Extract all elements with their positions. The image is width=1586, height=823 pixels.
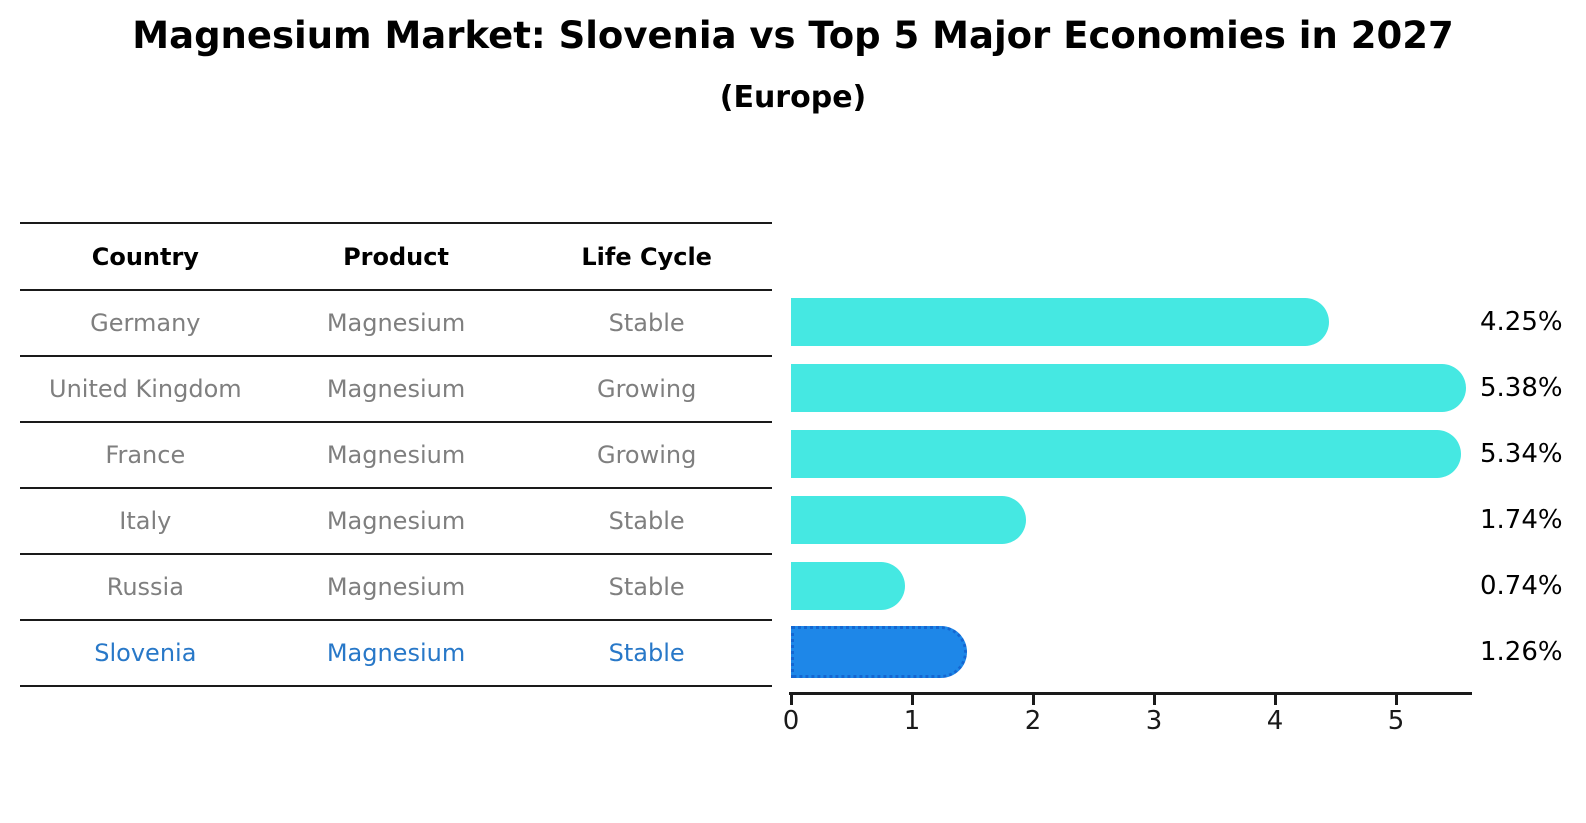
value-row: 5.34%	[1480, 421, 1580, 487]
country-cell: France	[105, 441, 186, 469]
table-row: Slovenia Magnesium Stable	[20, 621, 772, 687]
table-row: Germany Magnesium Stable	[20, 291, 772, 357]
highlight-bar-slovenia	[791, 626, 968, 678]
x-axis-tick-label: 1	[903, 706, 921, 736]
x-axis-tick-label: 4	[1266, 706, 1284, 736]
bar-france	[791, 430, 1462, 478]
country-cell: United Kingdom	[49, 375, 242, 403]
country-cell: Slovenia	[94, 639, 197, 667]
x-axis-tick	[910, 694, 914, 705]
x-axis-tick-label: 0	[782, 706, 800, 736]
product-cell: Magnesium	[326, 507, 466, 535]
life-cycle-cell: Stable	[608, 309, 685, 337]
bar-italy	[791, 496, 1026, 544]
value-row: 4.25%	[1480, 289, 1580, 355]
product-cell: Magnesium	[326, 309, 466, 337]
table-header-row: Country Product Life Cycle	[20, 224, 772, 291]
product-cell: Magnesium	[326, 375, 466, 403]
product-cell: Magnesium	[326, 573, 466, 601]
x-axis-tick	[1152, 694, 1156, 705]
table-row: United Kingdom Magnesium Growing	[20, 357, 772, 423]
country-cell: Italy	[119, 507, 172, 535]
value-row: 5.38%	[1480, 355, 1580, 421]
bar-row	[791, 619, 1474, 685]
x-axis-tick	[1031, 694, 1035, 705]
bar-row	[791, 421, 1474, 487]
value-row: 1.74%	[1480, 487, 1580, 553]
country-cell: Russia	[106, 573, 184, 601]
table-row: Russia Magnesium Stable	[20, 555, 772, 621]
bar-value-label: 1.26%	[1480, 637, 1563, 667]
bar-value-label: 5.38%	[1480, 373, 1563, 403]
table-row: France Magnesium Growing	[20, 423, 772, 489]
life-cycle-cell: Stable	[608, 573, 685, 601]
bar-value-label: 5.34%	[1480, 439, 1563, 469]
table-body: Germany Magnesium Stable United Kingdom …	[20, 291, 772, 687]
column-header-country: Country	[91, 242, 199, 271]
x-axis: 0 1 2 3 4 5	[783, 692, 1472, 742]
bar-germany	[791, 298, 1330, 346]
country-cell: Germany	[90, 309, 201, 337]
bar-row	[791, 553, 1474, 619]
bar-row	[791, 289, 1474, 355]
value-row: 0.74%	[1480, 553, 1580, 619]
x-axis-tick-label: 2	[1024, 706, 1042, 736]
country-table: Country Product Life Cycle Germany Magne…	[20, 222, 772, 687]
x-axis-tick-label: 5	[1387, 706, 1405, 736]
x-axis-tick	[789, 694, 793, 705]
x-axis-tick-label: 3	[1145, 706, 1163, 736]
bar-russia	[791, 562, 905, 610]
product-cell: Magnesium	[326, 441, 466, 469]
table-row: Italy Magnesium Stable	[20, 489, 772, 555]
life-cycle-cell: Stable	[608, 639, 685, 667]
value-labels: 4.25% 5.38% 5.34% 1.74% 0.74% 1.26%	[1480, 289, 1580, 685]
value-row: 1.26%	[1480, 619, 1580, 685]
bar-row	[791, 355, 1474, 421]
column-header-product: Product	[343, 242, 449, 271]
life-cycle-cell: Stable	[608, 507, 685, 535]
x-axis-tick	[1273, 694, 1277, 705]
bar-value-label: 0.74%	[1480, 571, 1563, 601]
life-cycle-cell: Growing	[596, 441, 697, 469]
bar-value-label: 4.25%	[1480, 307, 1563, 337]
bar-row	[791, 487, 1474, 553]
column-header-life-cycle: Life Cycle	[581, 242, 712, 271]
page-subtitle: (Europe)	[719, 80, 867, 115]
page-title: Magnesium Market: Slovenia vs Top 5 Majo…	[132, 14, 1454, 57]
x-axis-tick	[1394, 694, 1398, 705]
product-cell: Magnesium	[326, 639, 466, 667]
x-axis-line	[789, 692, 1472, 695]
life-cycle-cell: Growing	[596, 375, 697, 403]
bar-value-label: 1.74%	[1480, 505, 1563, 535]
bar-united-kingdom	[791, 364, 1466, 412]
bar-chart-area	[791, 289, 1474, 685]
